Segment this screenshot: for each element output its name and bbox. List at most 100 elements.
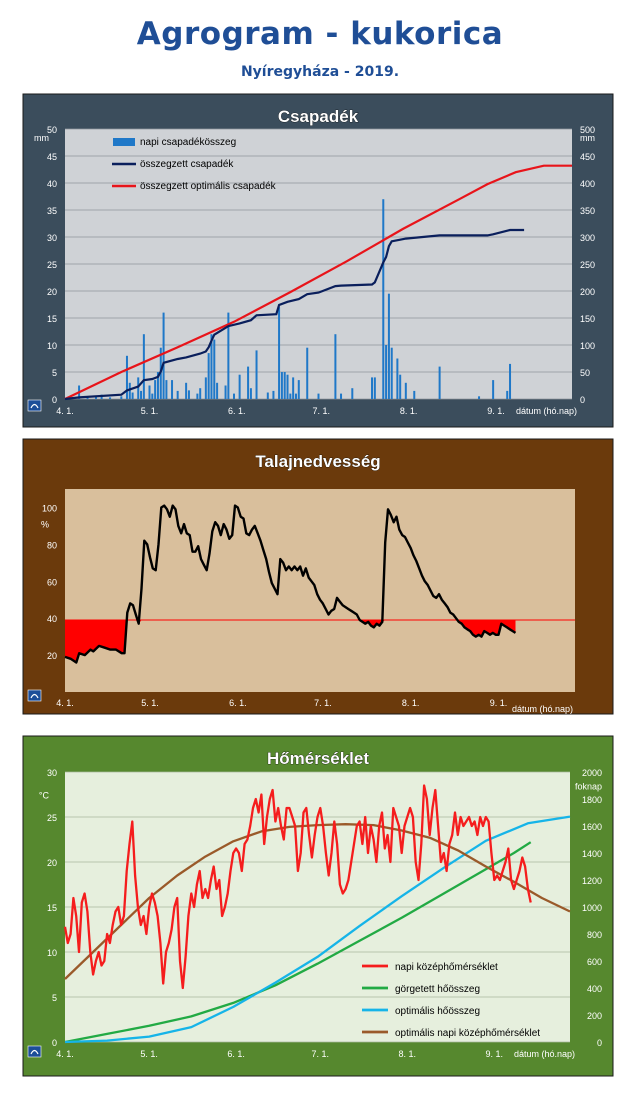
legend-label: napi csapadékösszeg	[140, 137, 236, 148]
rain-bar	[199, 388, 202, 399]
x-tick: 9. 1.	[490, 698, 508, 708]
rain-bar	[351, 388, 354, 399]
x-tick: 9. 1.	[487, 406, 505, 416]
panel-title: Hőmérséklet	[267, 749, 369, 768]
y-tick-right: 0	[580, 395, 585, 405]
y-axis-unit-right: mm	[580, 133, 595, 143]
x-axis-label: dátum (hó.nap)	[514, 1049, 575, 1059]
rain-bar	[210, 334, 213, 399]
rain-bar	[171, 380, 174, 399]
x-tick: 6. 1.	[227, 1049, 245, 1059]
x-tick: 6. 1.	[228, 406, 246, 416]
y-tick-left: 15	[47, 903, 57, 913]
rain-bar	[399, 374, 402, 399]
y-tick-right: 400	[587, 984, 602, 994]
rain-bar	[128, 382, 131, 399]
rain-bar	[280, 372, 283, 399]
rain-bar	[283, 372, 286, 399]
x-tick: 7. 1.	[312, 1049, 330, 1059]
cumulative-rain-line	[64, 228, 525, 401]
rain-bar	[266, 392, 269, 399]
rain-bar	[413, 390, 416, 399]
x-tick: 4. 1.	[56, 1049, 74, 1059]
y-tick: 60	[47, 577, 57, 587]
cumulative-heat-sum-line	[64, 841, 532, 1044]
y-tick-left: 15	[47, 314, 57, 324]
y-axis-unit-right: foknap	[575, 782, 602, 792]
y-axis-unit-left: °C	[39, 791, 50, 801]
rain-bar	[249, 388, 252, 399]
rain-bar	[140, 390, 143, 399]
x-tick: 5. 1.	[141, 698, 159, 708]
y-tick-left: 10	[47, 948, 57, 958]
rain-bar	[196, 393, 199, 399]
rain-bar	[125, 355, 128, 399]
rain-bar	[224, 385, 227, 399]
legend-swatch	[113, 138, 135, 146]
rain-bar	[176, 390, 179, 399]
rain-bar	[396, 358, 399, 399]
rain-bar	[438, 366, 441, 399]
optimal-daily-temp-line	[64, 823, 571, 980]
y-tick: 80	[47, 540, 57, 550]
rain-bar	[382, 199, 385, 399]
rain-bar	[233, 393, 235, 399]
legend-label: összegzett optimális csapadék	[140, 181, 277, 192]
y-tick-right: 1400	[582, 849, 602, 859]
rain-bar	[238, 374, 241, 399]
y-tick-right: 1200	[582, 876, 602, 886]
rain-bar	[492, 380, 495, 399]
rain-bar	[286, 374, 289, 399]
legend-label: optimális napi középhőmérséklet	[395, 1028, 540, 1039]
rain-bar	[294, 393, 297, 399]
y-tick-left: 5	[52, 993, 57, 1003]
rain-bar	[216, 382, 219, 399]
x-tick: 6. 1.	[229, 698, 247, 708]
y-axis-unit-left: mm	[34, 133, 49, 143]
y-tick-right: 300	[580, 233, 595, 243]
y-tick-right: 600	[587, 957, 602, 967]
rain-bar	[390, 347, 393, 399]
rain-bar	[272, 390, 275, 399]
rain-bar	[165, 380, 168, 399]
rain-bar	[151, 393, 154, 399]
y-tick-right: 2000	[582, 768, 602, 778]
y-tick-right: 800	[587, 930, 602, 940]
rain-bar	[187, 390, 190, 399]
y-tick-left: 5	[52, 368, 57, 378]
rain-bar	[137, 377, 140, 399]
rain-bar	[506, 390, 509, 399]
legend-label: optimális hőösszeg	[395, 1006, 480, 1017]
rain-bar	[148, 385, 151, 399]
omsz-logo-icon	[27, 1045, 42, 1058]
y-tick-right: 200	[580, 287, 595, 297]
x-tick: 7. 1.	[314, 698, 332, 708]
y-tick-right: 500	[580, 125, 595, 135]
rain-bar	[509, 363, 512, 399]
rain-bar	[478, 396, 481, 399]
rain-bar	[340, 393, 343, 399]
optimal-cumulative-rain-line	[64, 164, 572, 400]
rain-bar	[371, 377, 374, 399]
daily-mean-temp-line	[63, 784, 532, 990]
rain-bar	[334, 334, 337, 399]
y-tick-right: 0	[597, 1038, 602, 1048]
y-tick-left: 0	[52, 1038, 57, 1048]
y-tick-left: 40	[47, 179, 57, 189]
x-tick: 8. 1.	[402, 698, 420, 708]
y-tick: 100	[42, 503, 57, 513]
y-tick-left: 20	[47, 287, 57, 297]
omsz-logo-icon	[27, 399, 42, 412]
rain-bar	[142, 334, 145, 399]
rain-bar	[387, 293, 390, 399]
rain-bar	[185, 382, 188, 399]
temperature-panel: Hőmérséklet 0 5 10 15 20 25 30 0 200 400 600 800 1000…	[22, 735, 614, 1077]
rain-bar	[154, 380, 157, 399]
rain-bar	[289, 393, 292, 399]
plot-area	[65, 489, 575, 692]
x-tick: 5. 1.	[140, 1049, 158, 1059]
x-tick: 4. 1.	[56, 698, 74, 708]
x-tick: 9. 1.	[485, 1049, 503, 1059]
y-tick-right: 100	[580, 341, 595, 351]
y-tick-left: 50	[47, 125, 57, 135]
